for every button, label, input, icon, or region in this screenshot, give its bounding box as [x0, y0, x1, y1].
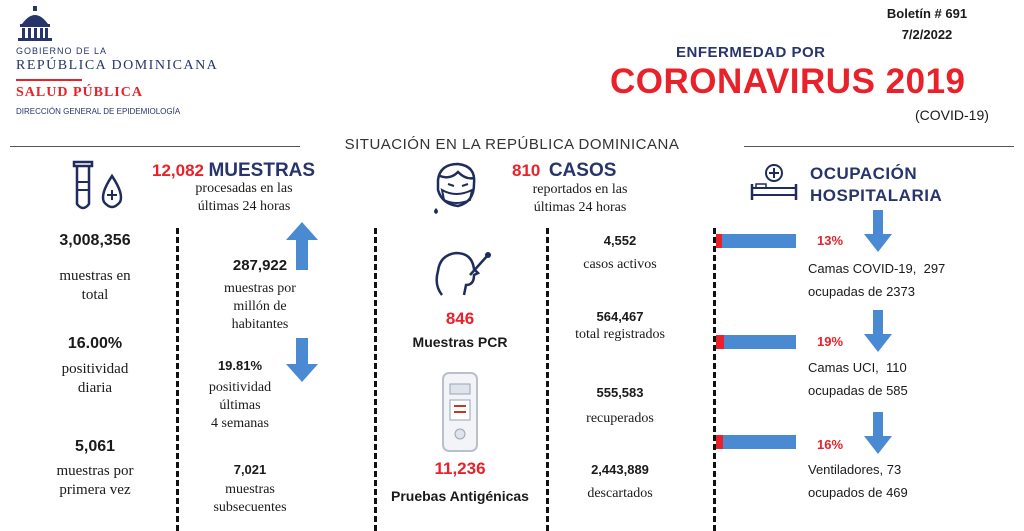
cases-label: CASOS [548, 160, 617, 181]
gov-line1: GOBIERNO DE LA [16, 46, 108, 56]
antigen-label: Pruebas Antigénicas [391, 488, 529, 504]
active-cases-label: casos activos [583, 257, 657, 272]
antigen-value: 11,236 [434, 459, 486, 478]
active-cases-value: 4,552 [603, 233, 637, 248]
sick-person-icon [428, 160, 484, 221]
occupancy-bar-track [716, 234, 796, 248]
samples-count: 12,082 [152, 161, 204, 180]
samples-label: MUESTRAS [208, 160, 316, 181]
positivity-4w-value: 19.81% [217, 358, 263, 373]
antigen-test-icon [442, 372, 478, 457]
divider-2 [374, 228, 377, 531]
daily-positivity-label1: positividad [61, 361, 129, 377]
occupancy-text-1b: ocupadas de 2373 [808, 284, 915, 299]
subsequent-label2: subsecuentes [213, 500, 287, 515]
occupancy-bar-track [716, 435, 796, 449]
daily-positivity-value: 16.00% [67, 335, 123, 352]
per-million-label2: millón de [233, 299, 287, 314]
discarded-label: descartados [587, 486, 653, 501]
occupancy-text-2b: ocupadas de 585 [808, 383, 908, 398]
recovered-value: 555,583 [596, 385, 644, 400]
subtitle-rule-right [744, 146, 1014, 147]
cases-header: 810 CASOS [512, 160, 616, 182]
total-samples-label2: total [81, 287, 109, 303]
arrow-up-icon [286, 222, 318, 275]
per-million-value: 287,922 [232, 257, 288, 274]
total-cases-label: total registrados [575, 327, 665, 342]
occupancy-text-3b: ocupados de 469 [808, 485, 908, 500]
occupancy-bar-fill [716, 435, 723, 449]
title-small: ENFERMEDAD POR [676, 44, 826, 61]
government-logo [18, 6, 52, 42]
per-million-label3: habitantes [231, 317, 289, 332]
pcr-label: Muestras PCR [412, 334, 508, 350]
occupancy-pct-1: 13% [817, 233, 844, 248]
hospital-bed-icon [750, 164, 798, 207]
cases-desc2: últimas 24 horas [533, 200, 627, 215]
occupancy-text-2a: Camas UCI, 110 [808, 360, 907, 375]
page-title: CORONAVIRUS 2019 [610, 62, 966, 101]
page-subtitle: SITUACIÓN EN LA REPÚBLICA DOMINICANA [344, 136, 680, 153]
divider-3 [546, 228, 549, 531]
department-name: DIRECCIÓN GENERAL DE EPIDEMIOLOGÍA [16, 107, 181, 116]
recovered-label: recuperados [586, 411, 654, 426]
cases-count: 810 [512, 161, 541, 180]
total-samples-label1: muestras en [59, 268, 131, 284]
positivity-4w-label1: positividad [208, 380, 272, 395]
positivity-4w-label2: últimas [219, 398, 261, 413]
occupancy-text-1a: Camas COVID-19, 297 [808, 261, 946, 276]
arrow-down-icon [864, 310, 892, 357]
palace-icon [18, 6, 52, 41]
first-time-value: 5,061 [74, 438, 116, 455]
divider-1 [176, 228, 179, 531]
per-million-label1: muestras por [224, 281, 296, 296]
gov-line2: REPÚBLICA DOMINICANA [16, 58, 219, 73]
arrow-down-icon [864, 412, 892, 459]
samples-desc2: últimas 24 horas [197, 199, 291, 214]
arrow-down-icon [864, 210, 892, 257]
occupancy-pct-2: 19% [817, 334, 844, 349]
occupancy-bar-track [716, 335, 796, 349]
occupancy-pct-3: 16% [817, 437, 844, 452]
logo-divider [16, 79, 82, 81]
subtitle-rule-left [10, 146, 300, 147]
samples-desc1: procesadas en las [195, 181, 293, 196]
occupancy-text-3a: Ventiladores, 73 [808, 462, 902, 477]
positivity-4w-label3: 4 semanas [211, 416, 269, 431]
first-time-label2: primera vez [59, 482, 131, 498]
daily-positivity-label2: diaria [77, 380, 113, 396]
title-abbreviation: (COVID-19) [915, 107, 989, 123]
pcr-swab-icon [430, 245, 492, 302]
pcr-value: 846 [445, 309, 475, 328]
divider-4 [713, 228, 716, 531]
discarded-value: 2,443,889 [591, 462, 649, 477]
bulletin-date: 7/2/2022 [901, 27, 953, 42]
first-time-label1: muestras por [56, 463, 134, 479]
cases-desc1: reportados en las [532, 182, 628, 197]
arrow-down-icon [286, 338, 318, 387]
subsequent-value: 7,021 [233, 462, 267, 477]
occupancy-title2: HOSPITALARIA [810, 186, 943, 205]
total-samples-value: 3,008,356 [59, 232, 131, 249]
bulletin-number: Boletín # 691 [886, 6, 968, 21]
ministry-name: SALUD PÚBLICA [16, 85, 143, 100]
samples-header: 12,082 MUESTRAS [152, 160, 315, 182]
occupancy-bar-fill [716, 234, 722, 248]
subsequent-label1: muestras [225, 482, 275, 497]
test-tube-icon [68, 160, 132, 219]
total-cases-value: 564,467 [596, 309, 644, 324]
occupancy-title1: OCUPACIÓN [810, 164, 918, 183]
occupancy-bar-fill [716, 335, 724, 349]
